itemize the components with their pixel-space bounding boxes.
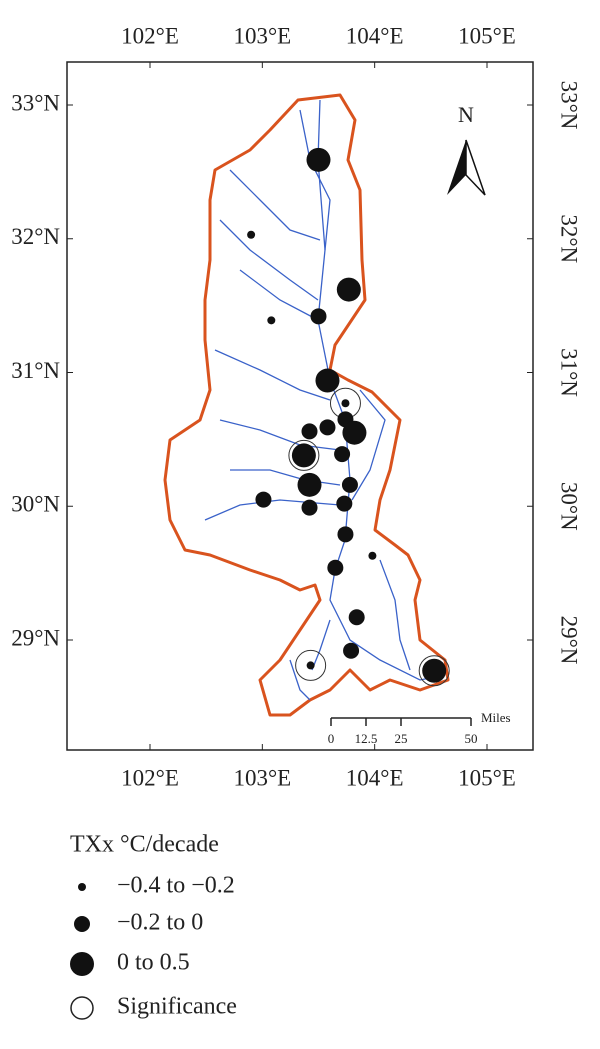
graticule-ticks: 102°E 102°E 103°E 103°E 104°E 104°E 105°E 105°E… [11,23,582,790]
legend: TXx °C/decade −0.4 to −0.2 −0.2 to 0 0 to … [70,832,237,1020]
significance-ring [295,649,327,681]
legend-symbol [70,952,94,976]
scale-label: 50 [465,731,478,746]
station [319,419,336,436]
station [255,491,272,508]
legend-title: TXx °C/decade [70,832,219,858]
station [306,147,331,172]
significance-ring [418,655,450,687]
lat-label: 32°N [557,214,582,263]
station [341,476,358,493]
legend-label: 0 to 0.5 [117,950,190,976]
station [291,443,316,468]
station [315,368,340,393]
lon-label: 105°E [458,23,516,48]
significance-ring [288,439,320,471]
station [348,609,365,626]
legend-symbol [74,916,90,932]
station [422,658,447,683]
north-label: N [458,102,474,127]
station [247,230,256,239]
lon-label: 105°E [458,765,516,790]
lon-label: 103°E [233,765,291,790]
lat-label: 33°N [557,81,582,130]
station [368,551,377,560]
scale-label: 12.5 [355,731,378,746]
lat-label: 33°N [11,90,60,115]
legend-symbol [70,996,94,1020]
lat-label: 30°N [557,482,582,531]
station [341,399,350,408]
lat-label: 29°N [557,616,582,665]
basin-outline [163,93,450,717]
lon-label: 102°E [121,23,179,48]
lon-label: 102°E [121,765,179,790]
station [336,277,361,302]
lon-label: 103°E [233,23,291,48]
legend-symbol [78,883,86,891]
legend-label: −0.4 to −0.2 [117,873,235,899]
station [343,642,360,659]
stations [247,147,450,687]
scale-unit: Miles [481,710,511,725]
lon-label: 104°E [346,23,404,48]
lon-label: 104°E [346,765,404,790]
north-arrow: N [447,102,486,196]
station [301,499,318,516]
scale-label: 25 [395,731,408,746]
lat-label: 29°N [11,625,60,650]
lat-label: 32°N [11,224,60,249]
legend-label: −0.2 to 0 [117,910,203,936]
station [301,423,318,440]
station [267,316,276,325]
station [336,495,353,512]
station [327,559,344,576]
rivers [204,99,446,701]
scale-label: 0 [328,731,335,746]
lat-label: 31°N [11,358,60,383]
lat-label: 31°N [557,348,582,397]
lat-label: 30°N [11,492,60,517]
station [306,661,315,670]
station [334,446,351,463]
station [342,420,367,445]
legend-label: Significance [117,994,237,1020]
station [297,472,322,497]
station [337,526,354,543]
station [310,308,327,325]
